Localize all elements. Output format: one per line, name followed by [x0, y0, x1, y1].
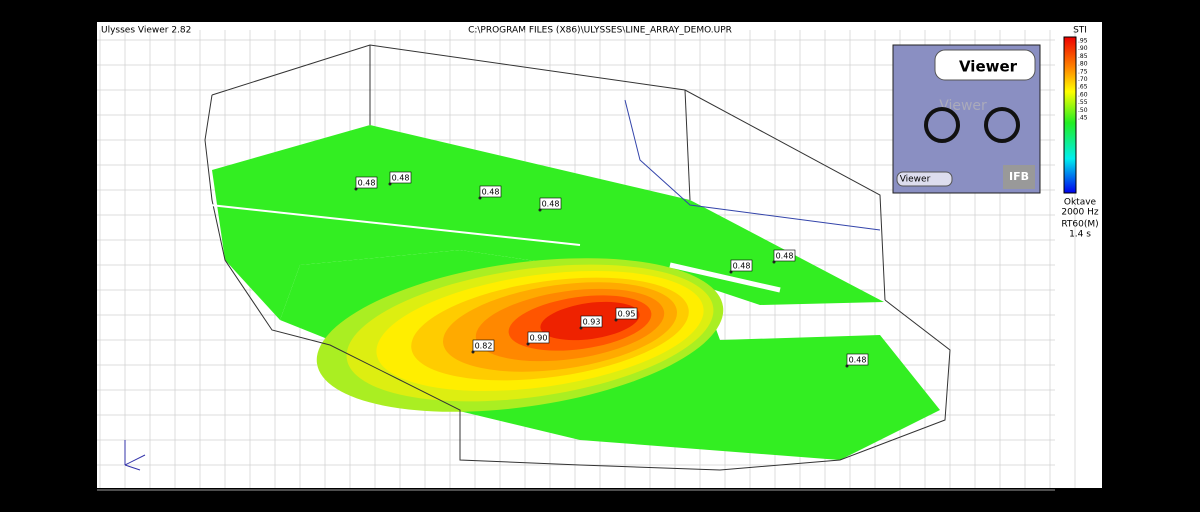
point-label: 0.90 [530, 334, 548, 343]
speaker-line [624, 99, 881, 231]
logo-plate [934, 49, 1036, 81]
point-label-box [615, 307, 638, 320]
point-label-box [355, 176, 378, 189]
legend-tick: .55 [1078, 99, 1088, 106]
point-label-box [389, 171, 412, 184]
logo: Viewer Viewer Viewer IFB [892, 44, 1041, 194]
point-label: 0.48 [849, 356, 867, 365]
legend-tick: .95 [1078, 38, 1088, 45]
point-label-box [539, 197, 562, 210]
color-bar [1063, 36, 1077, 194]
point-label: 0.48 [542, 200, 560, 209]
axes-gizmo [124, 440, 146, 471]
point-label-box [730, 259, 753, 272]
frequency: 2000 Hz [1061, 208, 1099, 218]
logo-button-text: Viewer [900, 175, 931, 185]
point-label-box [580, 315, 603, 328]
legend-tick: .60 [1078, 91, 1088, 98]
point-label-box [773, 249, 796, 262]
floor-seam [209, 204, 581, 246]
legend-tick: .50 [1078, 107, 1088, 114]
legend-title: STI [1073, 26, 1087, 36]
point-label: 0.48 [392, 174, 410, 183]
app-title: Ulysses Viewer 2.82 [101, 26, 191, 36]
point-label: 0.93 [583, 318, 601, 327]
point-label: 0.82 [475, 342, 493, 351]
point-label-box [479, 185, 502, 198]
rt-label: RT60(M) [1061, 220, 1098, 230]
point-label-box [472, 339, 495, 352]
legend-tick: .45 [1078, 115, 1088, 122]
brand-box [1003, 165, 1035, 189]
point-label-box [527, 331, 550, 344]
point-label: 0.48 [482, 188, 500, 197]
legend-tick: .85 [1078, 53, 1088, 60]
legend-tick: .70 [1078, 76, 1088, 83]
legend-tick: .75 [1078, 68, 1088, 75]
point-labels: 0.48 0.48 0.48 0.48 0.48 0.48 0.48 0.82 0.90 0.93… [354, 171, 869, 368]
logo-button [896, 171, 953, 187]
point-label: 0.48 [733, 262, 751, 271]
wire-outline [204, 94, 951, 471]
floor-upper [212, 125, 884, 320]
wire-edge [684, 89, 691, 201]
glasses-lens [924, 107, 960, 143]
glasses-lens [984, 107, 1020, 143]
point-label: 0.95 [618, 310, 636, 319]
legend-tick: .65 [1078, 84, 1088, 91]
point-label: 0.48 [358, 179, 376, 188]
logo-title: Viewer [959, 58, 1018, 76]
point-label: 0.48 [776, 252, 794, 261]
legend: STI .95.90.85.80.75.70.65.60.55.50.45 Ok… [1061, 26, 1099, 240]
legend-tick: .90 [1078, 45, 1088, 52]
brand: IFB [1009, 170, 1029, 183]
rt-value: 1.4 s [1069, 230, 1091, 240]
band-label: Oktave [1064, 198, 1097, 208]
point-label-box [846, 353, 869, 366]
legend-tick: .80 [1078, 61, 1088, 68]
floor-gap [669, 262, 781, 293]
